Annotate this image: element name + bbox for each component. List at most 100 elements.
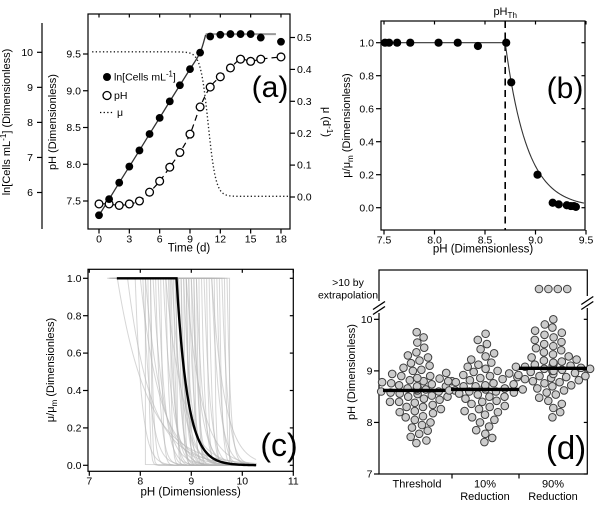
d-swarm-point bbox=[441, 368, 451, 378]
d-swarm-point bbox=[477, 397, 487, 407]
a-legend-label: pH bbox=[114, 90, 127, 102]
a-ph-point bbox=[165, 162, 175, 172]
d-swarm-point bbox=[394, 397, 404, 407]
a-ln-point bbox=[246, 30, 255, 38]
a-mu-axis-title: μ (d-1) bbox=[320, 107, 334, 137]
d-swarm-point bbox=[490, 415, 499, 425]
d-swarm-point bbox=[481, 429, 490, 439]
d-swarm-point bbox=[548, 412, 557, 422]
d-swarm-point bbox=[469, 367, 479, 377]
a-ph-axis: 7.5 8.0 8.5 9.0 9.5 pH (Dimensionless) bbox=[47, 49, 88, 208]
d-swarm-point bbox=[413, 373, 422, 383]
c-median-curve bbox=[116, 277, 257, 467]
d-swarm-point bbox=[423, 353, 433, 362]
d-swarm-point bbox=[476, 344, 485, 354]
b-y-tick-label: 0.8 bbox=[359, 70, 374, 82]
d-category-label: Reduction bbox=[528, 491, 578, 503]
a-ph-point bbox=[94, 199, 104, 209]
d-swarm-point bbox=[493, 407, 503, 417]
d-swarm-point bbox=[482, 339, 492, 349]
d-swarm-point bbox=[425, 361, 434, 371]
a-legend-marker-filled-circle bbox=[103, 73, 111, 81]
a-ln-point bbox=[145, 130, 154, 138]
c-y-tick-label: 0.2 bbox=[67, 423, 82, 435]
b-x-tick-label: 8.0 bbox=[427, 235, 442, 247]
a-ln-point bbox=[155, 113, 164, 122]
d-swarm-point bbox=[425, 371, 435, 381]
a-ph-point bbox=[155, 176, 165, 186]
d-y-tick-label: 7 bbox=[367, 469, 373, 481]
d-swarm-point bbox=[544, 396, 553, 406]
d-swarm-point bbox=[401, 412, 411, 422]
d-swarm-point bbox=[581, 371, 590, 381]
a-plot-frame bbox=[87, 13, 291, 230]
d-swarm-point bbox=[585, 364, 595, 374]
panel-b: 7.5 8.0 8.5 9.0 9.5pH (Dimensionless)0.00.20… bbox=[341, 6, 593, 256]
d-swarm-point bbox=[485, 392, 494, 401]
c-sample-curve bbox=[135, 277, 182, 466]
d-swarm-point bbox=[487, 433, 497, 443]
b-point bbox=[502, 38, 511, 47]
b-y-tick-label: 0.0 bbox=[359, 202, 374, 214]
d-axis-break-left bbox=[372, 305, 386, 316]
d-swarm-point bbox=[548, 323, 557, 332]
c-y-tick-label: 0.4 bbox=[67, 385, 82, 397]
d-swarm-point bbox=[549, 403, 558, 413]
d-swarm-point bbox=[574, 375, 584, 385]
a-ln-point bbox=[236, 30, 245, 38]
d-swarm-point bbox=[557, 399, 567, 409]
d-panel-label: (d) bbox=[546, 429, 586, 466]
a-ln-point bbox=[206, 32, 215, 41]
b-point bbox=[554, 200, 563, 209]
d-swarm-point bbox=[539, 339, 549, 349]
a-ln-point bbox=[216, 30, 225, 39]
a-ph-point bbox=[114, 200, 124, 210]
d-swarm-point bbox=[417, 365, 426, 375]
d-swarm-point bbox=[540, 330, 549, 340]
d-swarm-point bbox=[481, 364, 490, 374]
a-ln-point bbox=[196, 48, 205, 57]
a-ph-point bbox=[256, 54, 266, 64]
d-swarm-point bbox=[459, 370, 468, 380]
a-ln-point bbox=[105, 195, 114, 204]
d-swarm-point bbox=[566, 381, 576, 390]
a-ln-point bbox=[165, 97, 174, 106]
d-swarm-point bbox=[540, 320, 550, 329]
c-y-axis: 0.0 0.2 0.4 0.6 0.8 1.0 μ/μm (Dimensionless) bbox=[45, 273, 294, 472]
d-swarm-point bbox=[403, 351, 413, 360]
d-extrapolated-point bbox=[534, 284, 544, 294]
d-swarm-point bbox=[419, 343, 429, 352]
a-ln-point bbox=[256, 33, 265, 42]
d-swarm-point bbox=[504, 369, 514, 378]
a-ph-point bbox=[225, 63, 235, 73]
a-x-tick-label: 9 bbox=[187, 234, 193, 246]
c-x-tick-label: 8 bbox=[137, 476, 143, 488]
d-swarm-point bbox=[377, 377, 387, 387]
d-swarm-point bbox=[548, 382, 557, 391]
d-swarm-point bbox=[555, 407, 565, 417]
a-x-tick-label: 3 bbox=[126, 234, 132, 246]
a-series-ph-line bbox=[98, 56, 282, 207]
c-y-tick-label: 0.6 bbox=[67, 348, 82, 360]
d-swarm-point bbox=[549, 358, 558, 367]
d-swarm-point bbox=[460, 406, 469, 416]
b-plot-frame bbox=[380, 20, 586, 231]
a-x-tick-label: 15 bbox=[245, 234, 257, 246]
b-y-axis-title: μ/μm (Dimensionless) bbox=[341, 73, 355, 177]
d-swarm-point bbox=[489, 349, 499, 358]
d-swarm-point bbox=[408, 366, 418, 376]
d-swarm-point bbox=[535, 371, 544, 381]
b-point bbox=[406, 38, 415, 47]
a-ln-point bbox=[95, 211, 103, 220]
d-swarm-point bbox=[403, 392, 413, 401]
d-swarm-point bbox=[474, 360, 483, 369]
d-swarm-point bbox=[427, 379, 437, 389]
b-x-axis: 7.5 8.0 8.5 9.0 9.5 pH (Dimensionless) bbox=[377, 21, 593, 256]
a-ph-point bbox=[246, 56, 256, 66]
d-swarm-point bbox=[394, 381, 404, 390]
b-threshold-label: pHTh bbox=[493, 6, 517, 20]
d-swarm-point bbox=[530, 326, 540, 335]
d-swarm-point bbox=[395, 407, 405, 417]
